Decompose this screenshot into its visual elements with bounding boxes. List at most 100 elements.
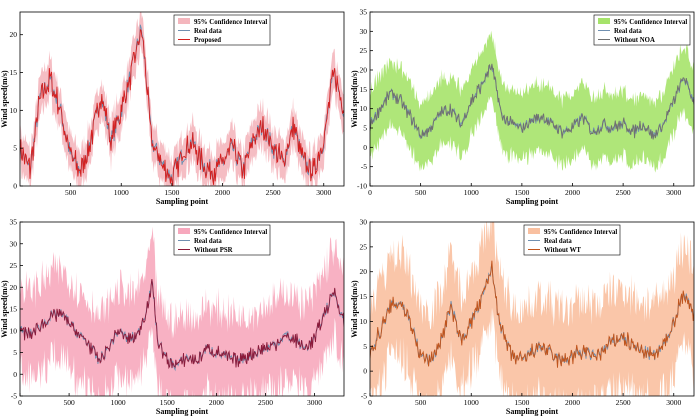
- x-tick-label: 1000: [111, 398, 126, 407]
- y-axis-label: Wind speed(m/s): [0, 280, 9, 338]
- y-tick-label: 15: [360, 292, 368, 301]
- x-tick-label: 2000: [215, 188, 230, 197]
- legend-label-band: 95% Confidence Interval: [614, 19, 687, 26]
- x-tick-label: 2000: [209, 398, 224, 407]
- x-tick-label: 1000: [464, 188, 479, 197]
- confidence-band: [370, 222, 694, 396]
- x-tick-label: 2500: [258, 398, 273, 407]
- x-tick-label: 3000: [666, 188, 681, 197]
- x-tick-label: 500: [65, 188, 77, 197]
- y-tick-label: 25: [10, 261, 18, 270]
- x-tick-label: 0: [18, 398, 22, 407]
- chart-svg: 500 1000 1500 2000 2500 3000 0 5 10 15 20 Sampling …: [0, 11, 345, 206]
- x-tick-label: 1000: [114, 188, 129, 197]
- y-tick-label: 20: [360, 66, 368, 75]
- y-tick-label: -5: [361, 162, 367, 171]
- x-tick-label: 0: [368, 188, 372, 197]
- x-tick-label: 1500: [514, 398, 529, 407]
- legend-label-model: Without NOA: [614, 37, 655, 44]
- x-axis-label: Sampling point: [156, 197, 209, 206]
- axes-frame: [369, 11, 695, 187]
- confidence-band: [20, 12, 344, 186]
- x-tick-label: 500: [415, 188, 427, 197]
- legend: 95% Confidence Interval Real data Proposed: [173, 14, 271, 46]
- chart-svg: 0 500 1000 1500 2000 2500 3000 -10 -5 0 5 10 15 20 25 3…: [350, 8, 695, 206]
- axes-frame: [19, 11, 345, 187]
- y-tick-label: 10: [10, 326, 18, 335]
- y-tick-label: 0: [13, 182, 17, 191]
- y-tick-label: 15: [10, 68, 18, 77]
- chart-svg: 0 500 1000 1500 2000 2500 3000-5051015202530Sa…: [350, 218, 695, 416]
- legend: 95% Confidence Interval Real data Without …: [173, 224, 271, 256]
- y-tick-label: 25: [360, 46, 368, 55]
- y-tick-label: -10: [357, 182, 367, 191]
- legend-swatch-band: [598, 18, 610, 24]
- legend: 95% Confidence Interval Real data Without …: [593, 14, 691, 46]
- legend-label-band: 95% Confidence Interval: [194, 19, 267, 26]
- y-tick-label: 30: [360, 218, 368, 227]
- y-tick-label: 0: [363, 143, 367, 152]
- series-without-noa: [370, 63, 694, 140]
- x-tick-label: 2500: [616, 188, 631, 197]
- x-axis-label: Sampling point: [156, 407, 209, 416]
- confidence-band: [20, 226, 344, 396]
- x-tick-label: 2000: [565, 188, 580, 197]
- x-tick-label: 500: [415, 398, 427, 407]
- panel-without-noa: 0 500 1000 1500 2000 2500 3000 -10 -5 0 5 10 15 20 25 3…: [350, 0, 700, 210]
- y-tick-label: -5: [11, 392, 17, 401]
- y-tick-label: 30: [10, 239, 18, 248]
- x-tick-label: 1000: [464, 398, 479, 407]
- legend-label-model: Without PSR: [194, 247, 233, 254]
- x-tick-label: 2500: [266, 188, 281, 197]
- y-tick-label: 10: [10, 106, 18, 115]
- legend-label-real: Real data: [614, 28, 642, 35]
- y-tick-label: 0: [363, 367, 367, 376]
- legend-label-band: 95% Confidence Interval: [544, 229, 617, 236]
- y-axis-label: Wind speed(m/s): [0, 70, 9, 128]
- x-axis-label: Sampling point: [506, 197, 559, 206]
- legend-swatch-band: [528, 228, 540, 234]
- chart-svg: 0 500 1000 1500 2000 2500 3000-505101520253035…: [0, 218, 345, 416]
- x-axis-label: Sampling point: [506, 407, 559, 416]
- y-tick-label: 10: [360, 104, 368, 113]
- series-proposed: [20, 28, 344, 186]
- axes-frame: [369, 221, 695, 397]
- series-without-wt: [370, 260, 694, 368]
- panel-without-psr: 0 500 1000 1500 2000 2500 3000 -5 0 5 10 15 20 25 30 35…: [0, 210, 350, 420]
- y-tick-label: 20: [360, 267, 368, 276]
- x-tick-label: 1500: [514, 188, 529, 197]
- y-tick-label: 5: [363, 124, 367, 133]
- legend-label-band: 95% Confidence Interval: [194, 229, 267, 236]
- y-tick-label: 20: [10, 283, 18, 292]
- x-tick-label: 1500: [164, 188, 179, 197]
- panel-proposed: 500 1000 1500 2000 2500 3000 0 5 10 15 20 Sampling …: [0, 0, 350, 210]
- y-tick-label: 15: [360, 85, 368, 94]
- y-tick-label: 20: [10, 30, 18, 39]
- y-tick-label: 5: [13, 144, 17, 153]
- legend-swatch-band: [178, 228, 190, 234]
- series-without-psr: [20, 279, 344, 370]
- y-tick-label: 15: [10, 305, 18, 314]
- legend-label-real: Real data: [544, 238, 572, 245]
- y-tick-label: 25: [360, 242, 368, 251]
- x-tick-label: 2000: [565, 398, 580, 407]
- y-tick-label: -5: [361, 392, 367, 401]
- y-axis-label: Wind speed(m/s): [350, 280, 359, 338]
- y-tick-label: 5: [363, 342, 367, 351]
- legend-swatch-band: [178, 18, 190, 24]
- legend: 95% Confidence Interval Real data Without …: [523, 224, 621, 256]
- x-tick-label: 0: [368, 398, 372, 407]
- y-tick-label: 0: [13, 370, 17, 379]
- legend-label-model: Proposed: [194, 37, 221, 44]
- y-tick-label: 35: [10, 218, 18, 227]
- x-tick-label: 3000: [666, 398, 681, 407]
- x-tick-label: 1500: [160, 398, 175, 407]
- panel-without-wt: 0 500 1000 1500 2000 2500 3000 -5 0 5 10 15 20 25 30 Sa…: [350, 210, 700, 420]
- y-tick-label: 35: [360, 8, 368, 17]
- x-tick-label: 500: [63, 398, 75, 407]
- y-axis-label: Wind speed(m/s): [350, 70, 359, 128]
- x-tick-label: 3000: [316, 188, 331, 197]
- legend-label-real: Real data: [194, 28, 222, 35]
- legend-label-real: Real data: [194, 238, 222, 245]
